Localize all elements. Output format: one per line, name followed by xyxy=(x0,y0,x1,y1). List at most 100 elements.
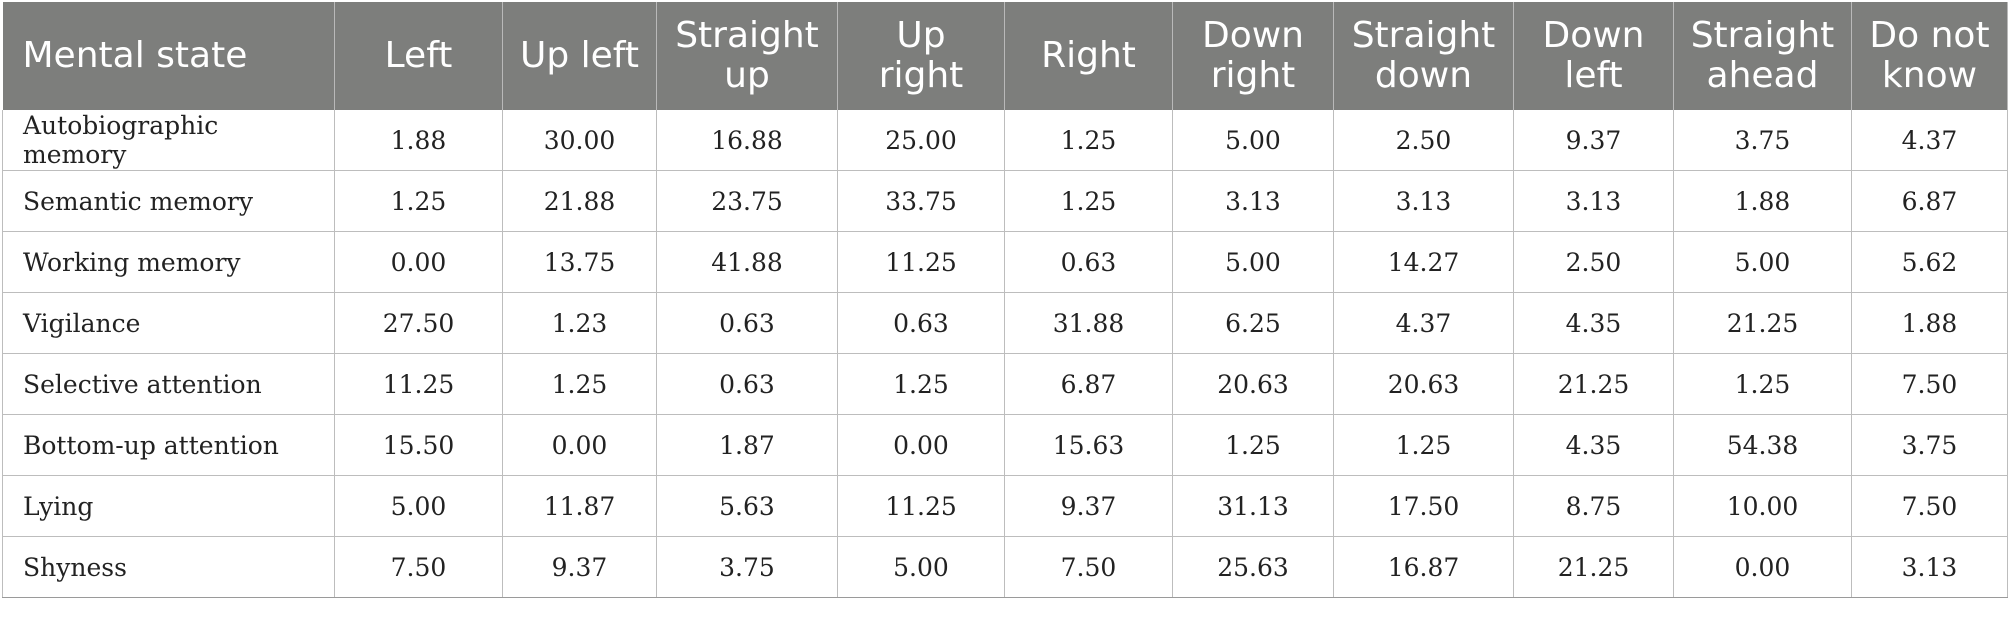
table-cell: 0.00 xyxy=(1673,536,1852,598)
table-cell: 33.75 xyxy=(837,170,1005,232)
row-label: Selective attention xyxy=(2,353,335,415)
table-cell: 31.88 xyxy=(1004,292,1173,354)
table-cell: 0.00 xyxy=(502,414,657,476)
table-cell: 20.63 xyxy=(1172,353,1334,415)
data-table: Mental state Left Up left Straight up Up rig… xyxy=(2,2,2008,598)
table-cell: 1.25 xyxy=(502,353,657,415)
table-row: Shyness 7.50 9.37 3.75 5.00 7.50 25.63 16.87 21.… xyxy=(2,536,2008,598)
column-header: Right xyxy=(1004,2,1173,110)
table-header: Mental state Left Up left Straight up Up rig… xyxy=(2,2,2008,110)
table-cell: 1.25 xyxy=(1673,353,1852,415)
column-header: Straight up xyxy=(656,2,838,110)
table-cell: 14.27 xyxy=(1333,231,1514,293)
table-cell: 9.37 xyxy=(502,536,657,598)
table-cell: 3.75 xyxy=(1851,414,2008,476)
table-cell: 16.87 xyxy=(1333,536,1514,598)
table-cell: 11.25 xyxy=(837,475,1005,537)
column-header: Left xyxy=(334,2,503,110)
table-row: Vigilance 27.50 1.23 0.63 0.63 31.88 6.25 4.37 4… xyxy=(2,292,2008,354)
table-cell: 3.13 xyxy=(1851,536,2008,598)
table-cell: 4.37 xyxy=(1333,292,1514,354)
table-cell: 0.63 xyxy=(656,353,838,415)
table-cell: 21.25 xyxy=(1513,353,1674,415)
table-cell: 1.87 xyxy=(656,414,838,476)
table-cell: 3.13 xyxy=(1333,170,1514,232)
table-cell: 7.50 xyxy=(1004,536,1173,598)
table-cell: 5.00 xyxy=(1172,231,1334,293)
table-cell: 1.88 xyxy=(1851,292,2008,354)
table-cell: 4.35 xyxy=(1513,414,1674,476)
table-row: Semantic memory 1.25 21.88 23.75 33.75 1.25 3.… xyxy=(2,170,2008,232)
table-cell: 7.50 xyxy=(1851,475,2008,537)
table-cell: 1.25 xyxy=(334,170,503,232)
table-cell: 5.00 xyxy=(334,475,503,537)
row-label: Autobiographic memory xyxy=(2,110,335,171)
row-label: Lying xyxy=(2,475,335,537)
table-cell: 1.25 xyxy=(1004,170,1173,232)
table-cell: 5.63 xyxy=(656,475,838,537)
table-cell: 0.63 xyxy=(1004,231,1173,293)
table-cell: 1.23 xyxy=(502,292,657,354)
row-label: Working memory xyxy=(2,231,335,293)
table-cell: 5.00 xyxy=(837,536,1005,598)
table-cell: 0.63 xyxy=(837,292,1005,354)
table-row: Bottom-up attention 15.50 0.00 1.87 0.00 15.6… xyxy=(2,414,2008,476)
table-cell: 5.00 xyxy=(1172,110,1334,171)
table-cell: 2.50 xyxy=(1333,110,1514,171)
table-cell: 8.75 xyxy=(1513,475,1674,537)
table-cell: 4.35 xyxy=(1513,292,1674,354)
column-header: Down left xyxy=(1513,2,1674,110)
table-cell: 11.25 xyxy=(334,353,503,415)
table-cell: 2.50 xyxy=(1513,231,1674,293)
table-cell: 1.25 xyxy=(1004,110,1173,171)
table-cell: 30.00 xyxy=(502,110,657,171)
table-row: Selective attention 11.25 1.25 0.63 1.25 6.87… xyxy=(2,353,2008,415)
table-cell: 13.75 xyxy=(502,231,657,293)
table-cell: 10.00 xyxy=(1673,475,1852,537)
table-cell: 11.25 xyxy=(837,231,1005,293)
column-header: Do not know xyxy=(1851,2,2008,110)
column-header: Mental state xyxy=(2,2,335,110)
table-cell: 9.37 xyxy=(1004,475,1173,537)
table-cell: 0.63 xyxy=(656,292,838,354)
table-cell: 1.25 xyxy=(837,353,1005,415)
table-cell: 11.87 xyxy=(502,475,657,537)
table-cell: 6.87 xyxy=(1851,170,2008,232)
table-cell: 21.25 xyxy=(1513,536,1674,598)
row-label: Shyness xyxy=(2,536,335,598)
table-cell: 17.50 xyxy=(1333,475,1514,537)
table-cell: 6.87 xyxy=(1004,353,1173,415)
column-header: Up right xyxy=(837,2,1005,110)
table-cell: 7.50 xyxy=(334,536,503,598)
table-cell: 0.00 xyxy=(837,414,1005,476)
table-cell: 15.50 xyxy=(334,414,503,476)
table-cell: 21.25 xyxy=(1673,292,1852,354)
table-cell: 20.63 xyxy=(1333,353,1514,415)
table-cell: 54.38 xyxy=(1673,414,1852,476)
table-cell: 7.50 xyxy=(1851,353,2008,415)
table-cell: 21.88 xyxy=(502,170,657,232)
table-cell: 25.63 xyxy=(1172,536,1334,598)
table-row: Lying 5.00 11.87 5.63 11.25 9.37 31.13 17.50 8.7… xyxy=(2,475,2008,537)
table-cell: 6.25 xyxy=(1172,292,1334,354)
column-header: Straight down xyxy=(1333,2,1514,110)
row-label: Vigilance xyxy=(2,292,335,354)
column-header: Straight ahead xyxy=(1673,2,1852,110)
table-cell: 0.00 xyxy=(334,231,503,293)
table-cell: 5.00 xyxy=(1673,231,1852,293)
header-row: Mental state Left Up left Straight up Up rig… xyxy=(2,2,2008,110)
table-cell: 3.75 xyxy=(1673,110,1852,171)
table-cell: 23.75 xyxy=(656,170,838,232)
table-cell: 1.88 xyxy=(334,110,503,171)
table-cell: 4.37 xyxy=(1851,110,2008,171)
table-cell: 5.62 xyxy=(1851,231,2008,293)
table-cell: 15.63 xyxy=(1004,414,1173,476)
table-cell: 1.25 xyxy=(1172,414,1334,476)
table-cell: 1.25 xyxy=(1333,414,1514,476)
table-row: Autobiographic memory 1.88 30.00 16.88 25.00… xyxy=(2,110,2008,171)
row-label: Semantic memory xyxy=(2,170,335,232)
table-body: Autobiographic memory 1.88 30.00 16.88 25.00… xyxy=(2,110,2008,598)
column-header: Up left xyxy=(502,2,657,110)
column-header: Down right xyxy=(1172,2,1334,110)
